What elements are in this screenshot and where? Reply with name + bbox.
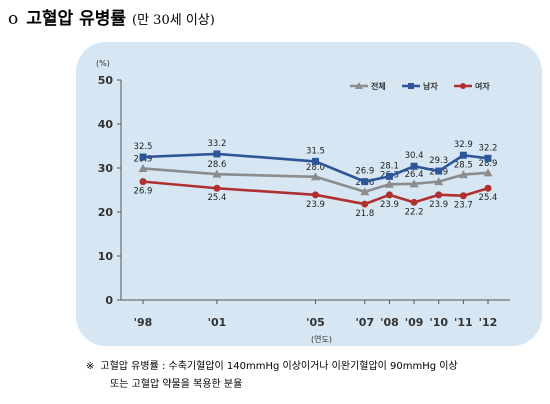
data-point [459,151,467,159]
legend-marker [355,82,363,89]
data-point [138,163,148,172]
legend-marker [408,83,414,89]
footnote: ※ 고혈압 유병률 : 수축기혈압이 140mmHg 이상이거나 이완기혈압이 9… [86,358,458,394]
data-point [360,187,370,196]
data-point [312,191,319,199]
data-point [410,162,418,170]
data-point [385,191,393,199]
data-label: 21.8 [355,209,374,219]
x-axis-label: (연도) [311,335,332,344]
footnote-text-1: 고혈압 유병률 : 수축기혈압이 140mmHg 이상이거나 이완기혈압이 90… [100,361,458,372]
chart-title: 고혈압 유병률 [26,9,127,29]
data-label: 33.2 [207,139,226,149]
footnote-line-1: ※ 고혈압 유병률 : 수축기혈압이 140mmHg 이상이거나 이완기혈압이 9… [86,358,458,376]
data-point [409,179,419,188]
data-point [435,191,443,199]
x-tick-label: '08 [380,316,399,329]
data-label: 32.9 [454,140,473,150]
x-tick-label: '10 [429,316,448,329]
data-label: 28.5 [454,161,473,171]
data-label: 22.2 [405,207,424,217]
data-point [311,172,320,181]
data-label: 23.9 [380,200,399,210]
x-tick-label: '12 [479,316,498,329]
y-tick-label: 20 [98,206,114,219]
data-point [410,198,418,206]
data-point [384,179,394,188]
data-point [139,153,147,161]
data-point [458,170,468,179]
footnote-line-2: 또는 고혈압 약물을 복용한 분율 [110,379,243,390]
y-unit-label: (%) [96,59,110,68]
data-point [459,192,467,200]
chart-subtitle: (만 30세 이상) [132,13,215,28]
heading-bullet: o [8,9,19,29]
data-point [434,177,444,186]
x-tick-label: '98 [134,316,153,329]
x-tick-label: '11 [454,316,473,329]
data-point [435,167,443,175]
data-label: 28.1 [380,161,399,171]
data-label: 26.9 [355,167,374,177]
y-tick-label: 0 [105,294,113,307]
data-label: 28.0 [306,163,325,173]
data-point [484,184,492,192]
x-tick-label: '05 [306,316,325,329]
y-tick-label: 10 [98,250,114,263]
data-point [139,178,147,186]
data-point [312,157,319,165]
data-label: 23.7 [454,201,473,211]
data-label: 25.4 [207,193,226,203]
legend-label: 여자 [475,81,490,91]
data-point [385,172,393,180]
data-point [361,200,369,208]
data-point [213,150,221,158]
y-tick-label: 50 [98,74,114,87]
data-point [213,184,221,192]
x-tick-label: '09 [405,316,424,329]
chart-heading: o 고혈압 유병률 (만 30세 이상) [8,4,215,32]
data-label: 32.5 [134,142,153,152]
data-point [212,169,222,178]
legend-label: 전체 [371,81,386,91]
data-label: 32.2 [479,143,498,153]
data-label: 31.5 [306,146,325,156]
data-label: 25.4 [479,193,498,203]
data-label: 23.9 [429,200,448,210]
data-label: 26.4 [405,170,424,180]
data-label: 23.9 [306,200,325,210]
data-label: 26.9 [134,187,153,197]
data-point [361,178,369,186]
legend-label: 남자 [423,81,438,91]
y-tick-label: 40 [98,118,114,131]
data-label: 28.9 [479,159,498,169]
x-tick-label: '01 [208,316,227,329]
data-point [483,168,493,177]
y-tick-label: 30 [98,162,114,175]
data-label: 29.3 [429,156,448,166]
x-tick-label: '07 [355,316,374,329]
legend-marker [460,83,466,89]
data-label: 30.4 [405,151,424,161]
data-point [484,154,492,162]
footnote-mark: ※ [86,361,95,372]
data-label: 28.6 [207,160,226,170]
